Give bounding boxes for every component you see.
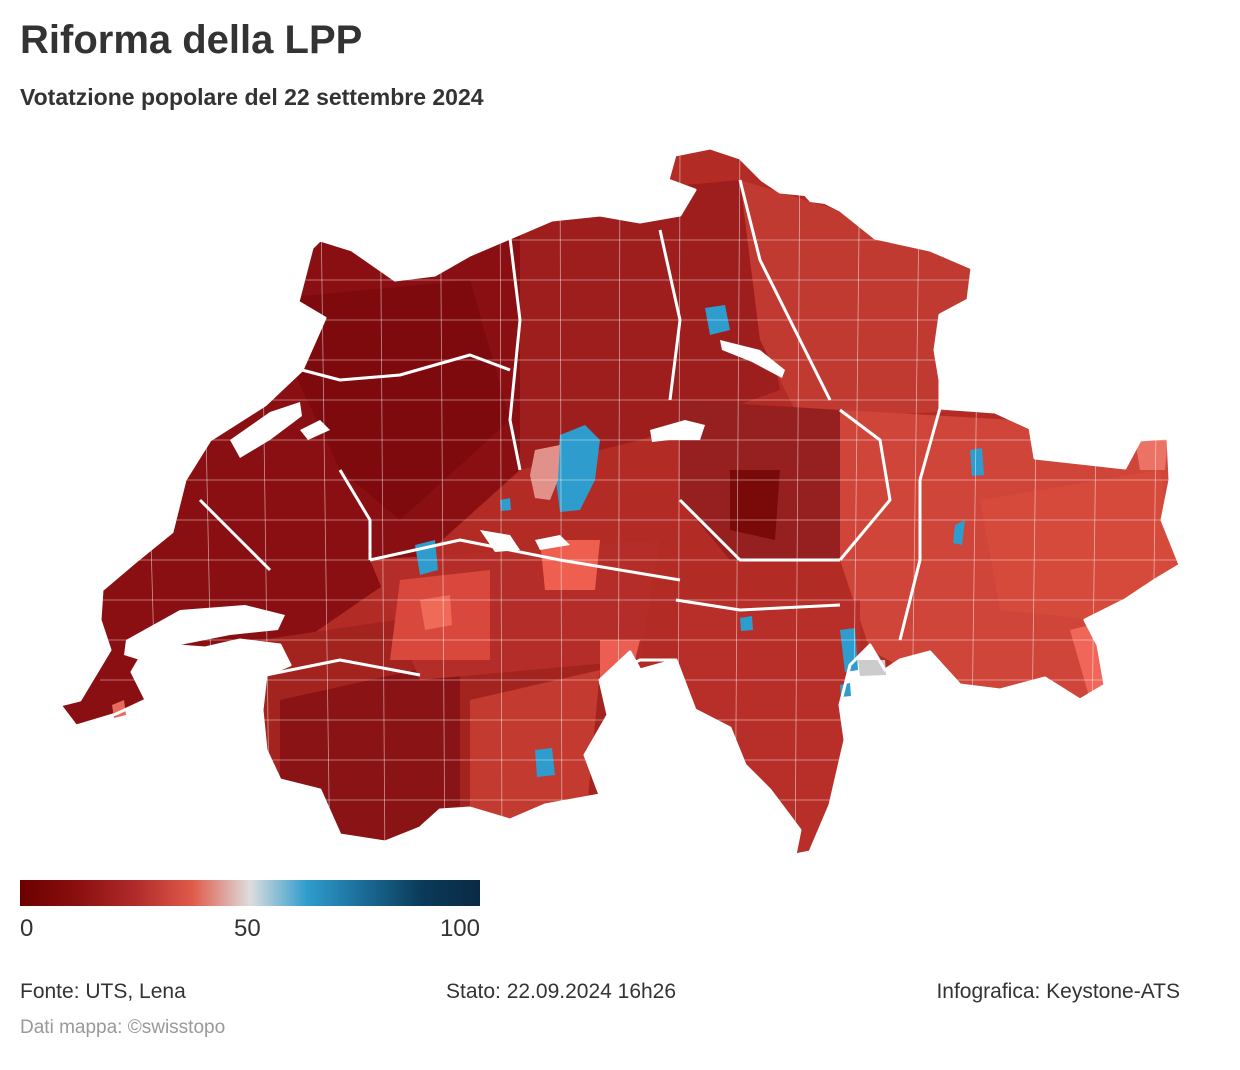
lake-thun (480, 530, 520, 552)
area-lucerne-surround (530, 445, 560, 500)
region-engadin (980, 470, 1180, 620)
border-valais-east (599, 658, 676, 682)
lake-constance-edge (790, 180, 840, 206)
area-davos (953, 520, 965, 545)
border-glarus (838, 408, 892, 561)
legend-max-label: 100 (439, 915, 480, 942)
chart-subtitle: Votatzione popolare del 22 settembre 202… (20, 84, 484, 110)
lake-biel (300, 420, 330, 440)
border-oberland (369, 538, 681, 582)
map-svg (58, 146, 1182, 857)
region-valais-west (280, 660, 460, 840)
area-neutral (858, 660, 886, 676)
chart-title: Riforma della LPP (20, 18, 363, 62)
color-legend: 0 50 100 (20, 880, 480, 945)
region-central-dark (730, 470, 780, 540)
area-lucerne (556, 425, 600, 512)
area-stans (500, 498, 511, 511)
legend-gradient-rect (20, 880, 480, 906)
region-samnaun (1135, 438, 1168, 470)
lake-zurich (720, 340, 785, 378)
area-zermatt (535, 748, 555, 777)
area-thun-light (420, 595, 452, 630)
footer: Fonte: UTS, Lena Stato: 22.09.2024 16h26… (20, 980, 1180, 1010)
legend-labels: 0 50 100 (20, 915, 480, 945)
legend-mid-label: 50 (234, 915, 261, 942)
area-airolo (740, 616, 753, 631)
source-text: Fonte: UTS, Lena (20, 980, 186, 1003)
border-aargau (508, 237, 522, 471)
area-chur (970, 448, 984, 476)
map-credit-text: Dati mappa: ©swisstopo (20, 1017, 226, 1038)
lake-lucerne (650, 420, 705, 442)
legend-min-label: 0 (20, 915, 34, 942)
region-lucerne-light (540, 540, 600, 590)
border-thurgau (738, 179, 832, 401)
lake-neuchatel (230, 402, 302, 458)
credit-text: Infografica: Keystone-ATS (936, 980, 1180, 1003)
border-vaud-valais (265, 658, 421, 677)
status-text: Stato: 22.09.2024 16h26 (446, 980, 677, 1003)
region-ticino (680, 600, 860, 855)
legend-gradient-bar (20, 880, 480, 906)
region-north (520, 180, 780, 470)
switzerland-map (40, 140, 1200, 870)
border-ticino (675, 598, 841, 612)
